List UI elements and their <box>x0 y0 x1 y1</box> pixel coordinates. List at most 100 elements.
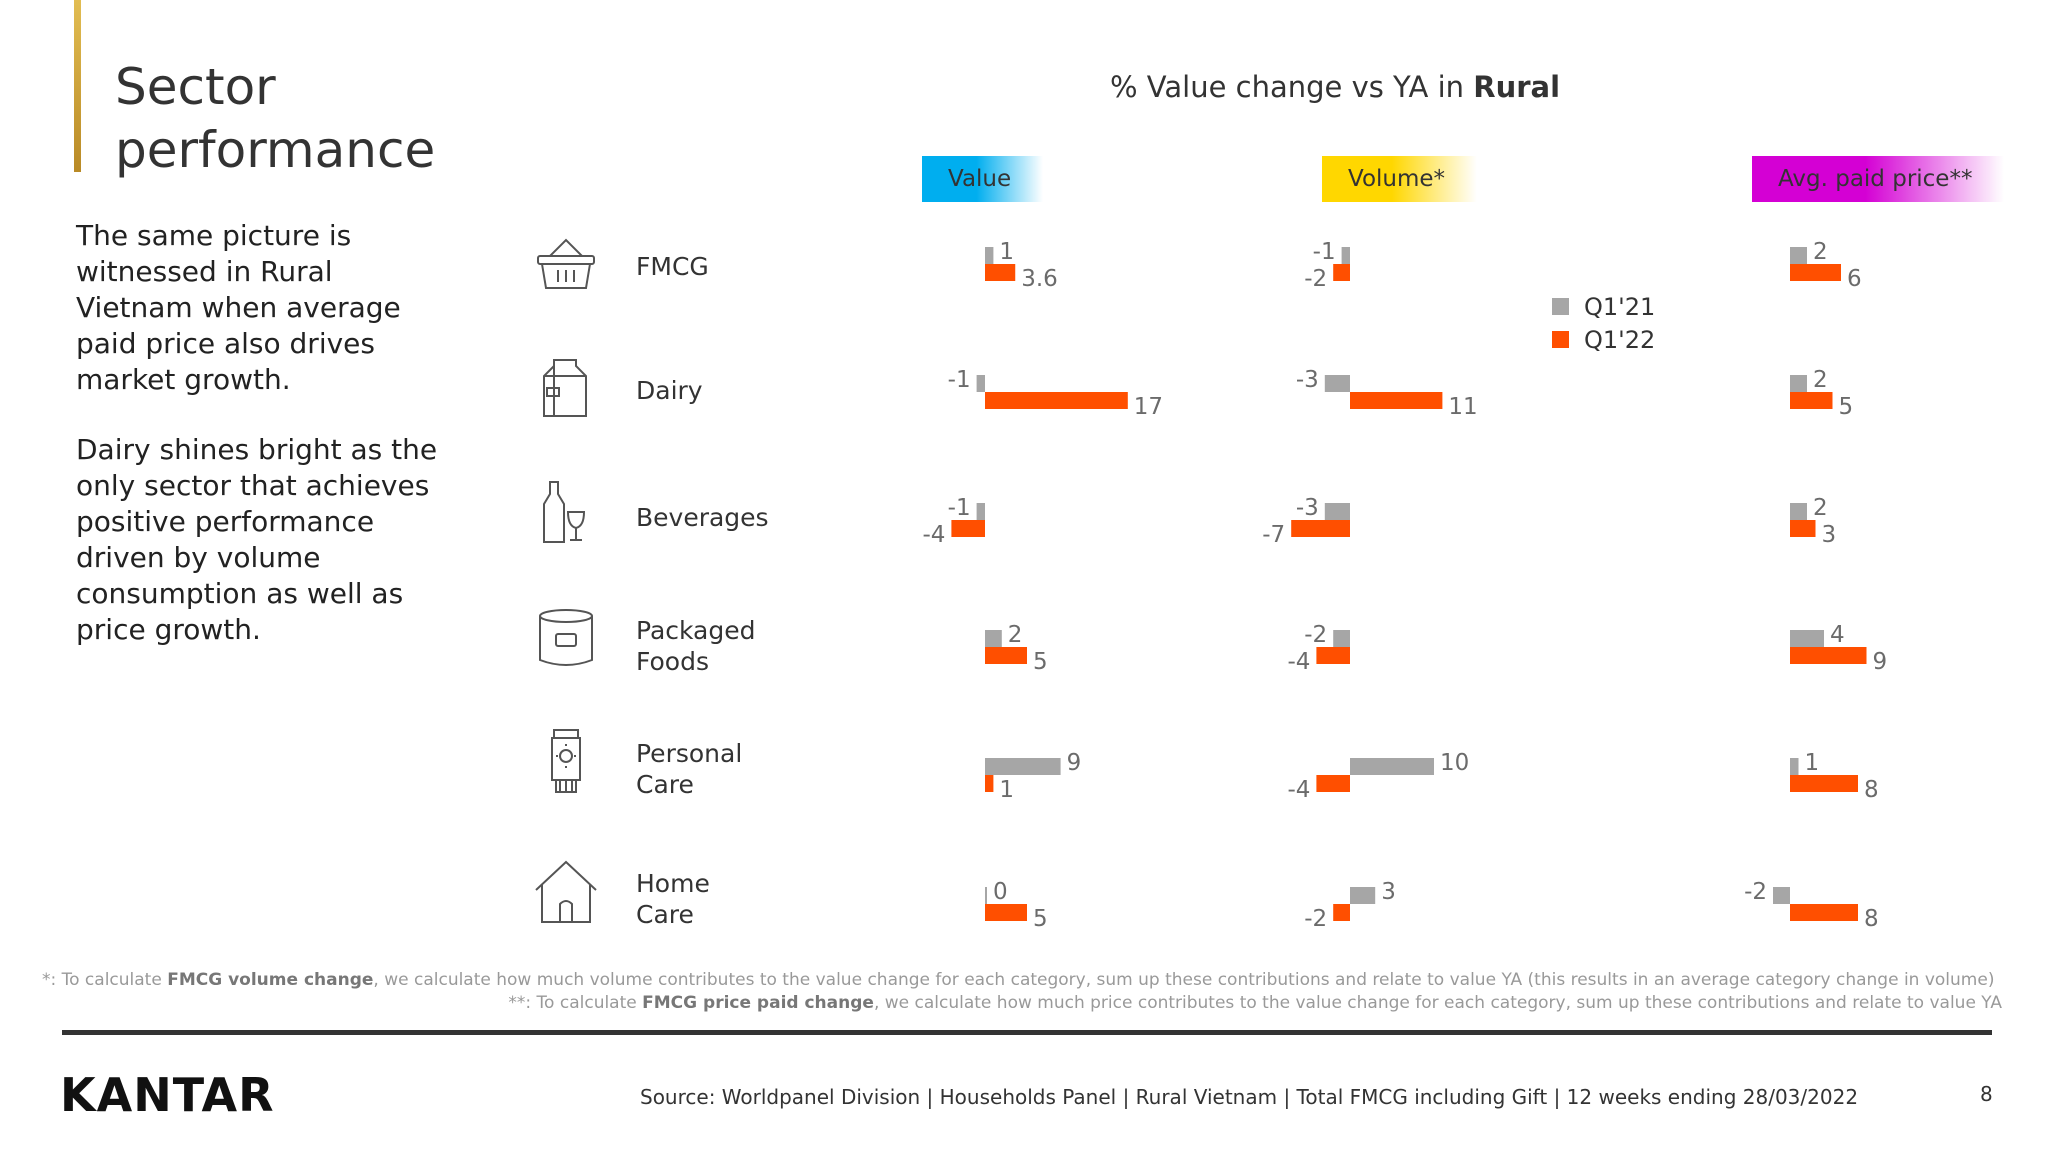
bar-avg-price-q121-4 <box>1790 758 1799 775</box>
chart-title-prefix: % Value change vs YA in <box>1110 70 1465 104</box>
data-label-value-q122-5: 5 <box>1033 906 1048 932</box>
bar-avg-price-q121-5 <box>1773 887 1790 904</box>
data-label-value-q121-0: 1 <box>999 239 1014 265</box>
bar-volume-q121-3 <box>1333 630 1350 647</box>
kantar-logo: KANTAR <box>60 1068 275 1122</box>
bar-value-q122-3 <box>985 647 1027 664</box>
footnote-price-prefix: **: To calculate <box>508 993 643 1013</box>
house-icon <box>535 860 597 923</box>
data-label-avg-price-q122-5: 8 <box>1864 906 1879 932</box>
category-label-beverages: Beverages <box>636 502 769 533</box>
data-label-value-q121-3: 2 <box>1008 622 1023 648</box>
data-label-volume-q121-2: -3 <box>1296 495 1319 521</box>
milk-carton-icon <box>543 359 587 417</box>
bar-volume-q122-2 <box>1291 520 1350 537</box>
data-label-avg-price-q122-0: 6 <box>1847 266 1862 292</box>
title-accent-bar <box>74 0 81 172</box>
panel-header-volume: Volume* <box>1322 156 1478 202</box>
data-label-avg-price-q122-2: 3 <box>1822 522 1837 548</box>
data-label-volume-q122-2: -7 <box>1262 522 1285 548</box>
basket-icon <box>537 238 595 289</box>
bar-volume-q121-2 <box>1324 503 1350 520</box>
category-label-line: Packaged <box>636 616 756 645</box>
data-label-value-q121-1: -1 <box>948 367 971 393</box>
footnote-volume-bold: FMCG volume change <box>167 970 374 990</box>
data-label-avg-price-q121-2: 2 <box>1813 495 1828 521</box>
bar-avg-price-q122-5 <box>1790 904 1858 921</box>
bar-volume-q122-5 <box>1333 904 1350 921</box>
category-label-dairy: Dairy <box>636 375 703 406</box>
bar-avg-price-q121-1 <box>1790 375 1807 392</box>
data-label-avg-price-q121-3: 4 <box>1830 622 1845 648</box>
legend-swatch-q121 <box>1552 298 1569 315</box>
bar-volume-q121-5 <box>1350 887 1376 904</box>
data-label-volume-q122-3: -4 <box>1287 649 1310 675</box>
title-line-1: Sector <box>115 58 276 116</box>
bar-value-q122-1 <box>985 392 1128 409</box>
panel-header-avg-price: Avg. paid price** <box>1752 156 2005 202</box>
bar-value-q121-2 <box>976 503 985 520</box>
data-label-volume-q121-3: -2 <box>1304 622 1327 648</box>
legend-label-q121: Q1'21 <box>1584 292 1656 321</box>
page-title: Sector performance <box>115 56 435 182</box>
data-label-volume-q122-0: -2 <box>1304 266 1327 292</box>
data-label-volume-q122-5: -2 <box>1304 906 1327 932</box>
data-label-volume-q121-0: -1 <box>1313 239 1336 265</box>
footnote-price-rest: , we calculate how much price contribute… <box>873 993 2002 1013</box>
legend-label-q122: Q1'22 <box>1584 325 1656 354</box>
category-label-line: Foods <box>636 647 709 676</box>
category-label-line: Home <box>636 869 710 898</box>
category-label-personal-care: Personal Care <box>636 738 742 800</box>
bar-avg-price-q122-4 <box>1790 775 1858 792</box>
bar-avg-price-q121-2 <box>1790 503 1807 520</box>
category-label-line: Dairy <box>636 376 703 405</box>
data-label-volume-q122-1: 11 <box>1448 394 1477 420</box>
chart-title-emphasis: Rural <box>1473 70 1561 104</box>
bar-volume-q121-1 <box>1324 375 1350 392</box>
footnote-price: **: To calculate FMCG price paid change,… <box>508 993 2002 1013</box>
data-label-value-q121-4: 9 <box>1067 750 1082 776</box>
data-label-value-q122-2: -4 <box>922 522 945 548</box>
data-label-avg-price-q121-5: -2 <box>1744 879 1767 905</box>
intro-text: The same picture is witnessed in Rural V… <box>76 218 446 682</box>
intro-paragraph-2: Dairy shines bright as the only sector t… <box>76 433 438 646</box>
data-label-volume-q122-4: -4 <box>1287 777 1310 803</box>
bar-value-q122-5 <box>985 904 1027 921</box>
lotion-tube-icon <box>551 729 581 793</box>
footnote-volume: *: To calculate FMCG volume change, we c… <box>42 970 1994 990</box>
bar-volume-q122-4 <box>1316 775 1350 792</box>
category-label-packaged-foods: Packaged Foods <box>636 615 756 677</box>
bar-volume-q122-0 <box>1333 264 1350 281</box>
panel-header-value: Value <box>922 156 1044 202</box>
bar-value-q121-3 <box>985 630 1002 647</box>
data-label-value-q122-3: 5 <box>1033 649 1048 675</box>
data-label-value-q122-0: 3.6 <box>1021 266 1058 292</box>
legend-item-q122: Q1'22 <box>1552 323 1655 356</box>
data-label-avg-price-q121-1: 2 <box>1813 367 1828 393</box>
data-label-avg-price-q122-4: 8 <box>1864 777 1879 803</box>
page-number: 8 <box>1980 1082 1993 1106</box>
category-label-home-care: Home Care <box>636 868 710 930</box>
category-label-line: Care <box>636 770 694 799</box>
data-label-avg-price-q122-3: 9 <box>1873 649 1888 675</box>
data-label-value-q122-1: 17 <box>1134 394 1163 420</box>
bar-volume-q122-1 <box>1350 392 1443 409</box>
bar-value-q122-4 <box>985 775 994 792</box>
bar-value-q121-4 <box>985 758 1061 775</box>
data-label-avg-price-q121-4: 1 <box>1805 750 1820 776</box>
footer-divider <box>62 1030 1992 1035</box>
category-label-line: Personal <box>636 739 743 768</box>
bar-value-q122-0 <box>985 264 1016 281</box>
chart-legend: Q1'21 Q1'22 <box>1552 290 1655 356</box>
bar-value-q121-5 <box>985 887 987 904</box>
bar-value-q122-2 <box>951 520 985 537</box>
data-label-volume-q121-5: 3 <box>1381 879 1396 905</box>
source-note: Source: Worldpanel Division | Households… <box>640 1085 1859 1109</box>
bar-avg-price-q121-0 <box>1790 247 1807 264</box>
bar-volume-q121-0 <box>1341 247 1350 264</box>
data-label-volume-q121-4: 10 <box>1440 750 1469 776</box>
bottle-glass-icon <box>543 481 586 543</box>
data-label-avg-price-q121-0: 2 <box>1813 239 1828 265</box>
bar-avg-price-q122-2 <box>1790 520 1816 537</box>
food-container-icon <box>539 609 593 666</box>
